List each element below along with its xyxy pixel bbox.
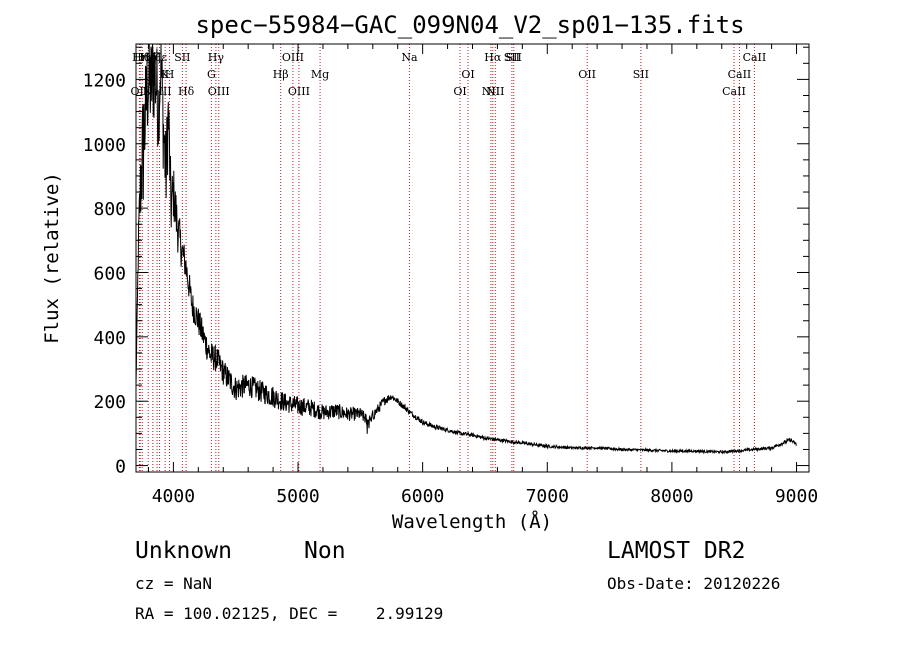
chart-title: spec−55984−GAC_099N04_V2_sp01−135.fits (195, 11, 744, 39)
emission-line-label: OIII (288, 85, 310, 98)
x-axis-label: Wavelength (Å) (392, 510, 552, 533)
y-tick-label: 0 (115, 457, 126, 478)
x-tick-label: 9000 (775, 486, 818, 507)
emission-line-label: OIII (282, 51, 304, 64)
emission-line-label: SII (504, 51, 520, 64)
emission-line-label: G (207, 68, 216, 81)
emission-line-label: Na (401, 51, 418, 64)
emission-line-label: Hη (140, 51, 156, 64)
x-tick-label: 7000 (526, 486, 569, 507)
spectral-class: Unknown (135, 538, 232, 564)
redshift-cz: cz = NaN (135, 574, 213, 593)
emission-line-label: H (165, 68, 175, 81)
x-tick-label: 4000 (152, 486, 195, 507)
emission-line-label: Hη (132, 51, 148, 64)
spectrum-series (135, 43, 797, 455)
spectral-subclass: Non (304, 538, 346, 564)
x-tick-label: 6000 (401, 486, 444, 507)
plot-frame (135, 43, 810, 473)
emission-line-label: NII (486, 85, 504, 98)
y-tick-label: 1200 (83, 70, 126, 91)
observation-date: Obs-Date: 20120226 (607, 574, 781, 593)
emission-line-label: Hγ (208, 51, 225, 64)
emission-line-label: Hδ (178, 85, 195, 98)
emission-line-label: SII (506, 51, 522, 64)
y-axis-label: Flux (relative) (41, 172, 63, 344)
emission-line-label: OIII (208, 85, 230, 98)
emission-line-label: NII (482, 85, 500, 98)
x-tick-label: 8000 (650, 486, 693, 507)
y-tick-label: 200 (93, 392, 126, 413)
emission-line-label: OI (453, 85, 466, 98)
emission-line-label: Hθ (134, 51, 151, 64)
y-tick-label: 1000 (83, 135, 126, 156)
emission-line-label: SII (633, 68, 649, 81)
spectrum-line (135, 43, 797, 455)
emission-line-label: Mg (311, 68, 329, 81)
emission-line-label: SII (174, 51, 190, 64)
emission-line-label: Hβ (273, 68, 289, 81)
emission-line-label: Hε (152, 51, 168, 64)
y-tick-label: 800 (93, 199, 126, 220)
x-tick-label: 5000 (276, 486, 319, 507)
emission-line-label: Hα (484, 51, 502, 64)
emission-line-label: K (161, 68, 170, 81)
emission-line-label: OII (578, 68, 596, 81)
emission-line-markers (138, 44, 755, 472)
y-tick-label: 400 (93, 328, 126, 349)
emission-line-label: CaII (722, 85, 746, 98)
emission-line-label: CaII (743, 51, 767, 64)
axis-ticks: 4000 5000 6000 7000 8000 9000 0 200 400 600 800 100… (83, 44, 818, 507)
emission-line-label: OII (131, 85, 149, 98)
survey-name: LAMOST DR2 (607, 538, 746, 564)
coordinates: RA = 100.02125, DEC = 2.99129 (135, 604, 444, 623)
emission-line-label: OI (461, 68, 474, 81)
emission-line-label: NeIII (142, 85, 171, 98)
emission-line-label: CaII (728, 68, 752, 81)
y-tick-label: 600 (93, 263, 126, 284)
emission-line-label: Hζ (145, 51, 161, 64)
